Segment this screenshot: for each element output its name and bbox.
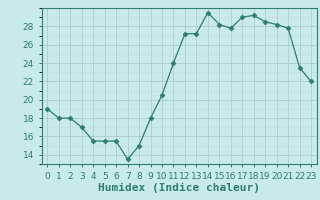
X-axis label: Humidex (Indice chaleur): Humidex (Indice chaleur) bbox=[98, 183, 260, 193]
